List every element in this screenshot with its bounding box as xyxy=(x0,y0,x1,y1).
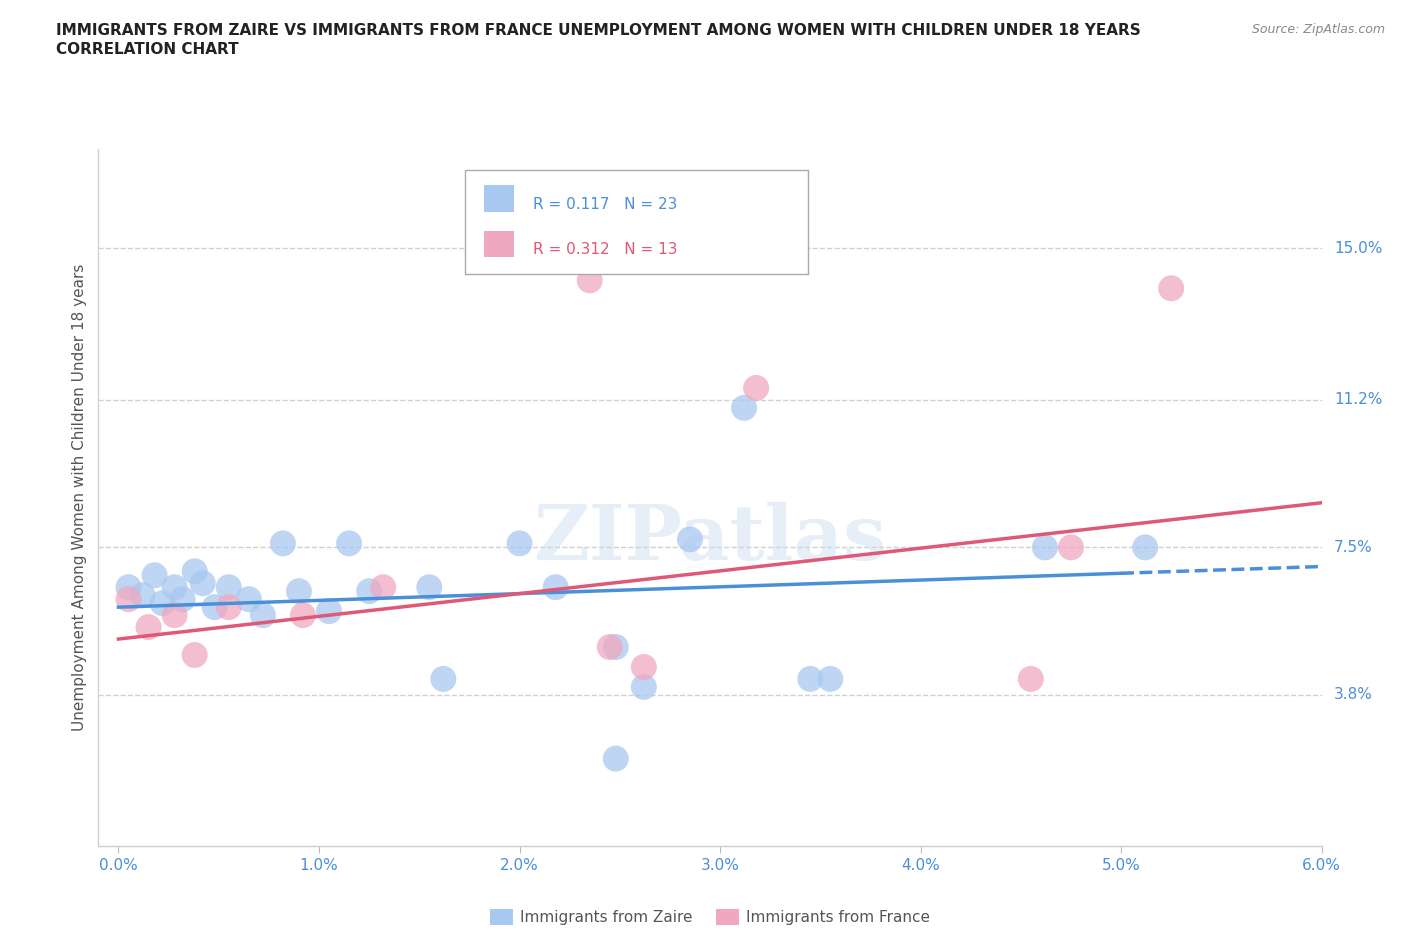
Point xyxy=(318,604,340,618)
Point xyxy=(418,579,440,594)
Point xyxy=(1019,671,1042,686)
Point xyxy=(359,584,381,599)
Text: 3.8%: 3.8% xyxy=(1334,687,1372,702)
Point xyxy=(163,607,186,622)
Point xyxy=(544,579,567,594)
Point xyxy=(183,647,205,662)
Point xyxy=(1033,540,1056,555)
Point xyxy=(218,600,240,615)
Point xyxy=(271,536,294,551)
Point xyxy=(117,579,139,594)
Y-axis label: Unemployment Among Women with Children Under 18 years: Unemployment Among Women with Children U… xyxy=(72,264,87,731)
Point xyxy=(1133,540,1156,555)
Point xyxy=(117,591,139,606)
Text: ZIPatlas: ZIPatlas xyxy=(533,502,887,577)
Point xyxy=(605,751,627,766)
Point xyxy=(799,671,821,686)
Point xyxy=(252,607,274,622)
FancyBboxPatch shape xyxy=(484,231,515,257)
Point xyxy=(679,532,702,547)
Point xyxy=(337,536,360,551)
Text: IMMIGRANTS FROM ZAIRE VS IMMIGRANTS FROM FRANCE UNEMPLOYMENT AMONG WOMEN WITH CH: IMMIGRANTS FROM ZAIRE VS IMMIGRANTS FROM… xyxy=(56,23,1142,38)
FancyBboxPatch shape xyxy=(484,185,515,212)
Point xyxy=(1160,281,1182,296)
Text: Source: ZipAtlas.com: Source: ZipAtlas.com xyxy=(1251,23,1385,36)
Point xyxy=(599,640,621,655)
Point xyxy=(191,576,214,591)
Text: R = 0.312   N = 13: R = 0.312 N = 13 xyxy=(533,243,678,258)
Text: 15.0%: 15.0% xyxy=(1334,241,1382,256)
Text: R = 0.117   N = 23: R = 0.117 N = 23 xyxy=(533,197,678,212)
Point xyxy=(1060,540,1083,555)
Point xyxy=(633,680,655,695)
Point xyxy=(633,659,655,674)
Point xyxy=(432,671,454,686)
Point xyxy=(605,640,627,655)
Point xyxy=(820,671,842,686)
Point xyxy=(183,564,205,578)
FancyBboxPatch shape xyxy=(465,170,808,274)
Point xyxy=(733,401,755,416)
Point xyxy=(131,588,153,603)
Point xyxy=(143,568,166,583)
Point xyxy=(138,619,160,634)
Point xyxy=(291,607,314,622)
Point xyxy=(288,584,311,599)
Text: 7.5%: 7.5% xyxy=(1334,540,1372,555)
Legend: Immigrants from Zaire, Immigrants from France: Immigrants from Zaire, Immigrants from F… xyxy=(484,903,936,930)
Point xyxy=(745,380,768,395)
Point xyxy=(204,600,226,615)
Point xyxy=(152,596,174,611)
Point xyxy=(238,591,260,606)
Point xyxy=(509,536,531,551)
Text: CORRELATION CHART: CORRELATION CHART xyxy=(56,42,239,57)
Point xyxy=(373,579,395,594)
Point xyxy=(163,579,186,594)
Point xyxy=(218,579,240,594)
Point xyxy=(578,272,600,287)
Point xyxy=(172,591,194,606)
Text: 11.2%: 11.2% xyxy=(1334,392,1382,407)
